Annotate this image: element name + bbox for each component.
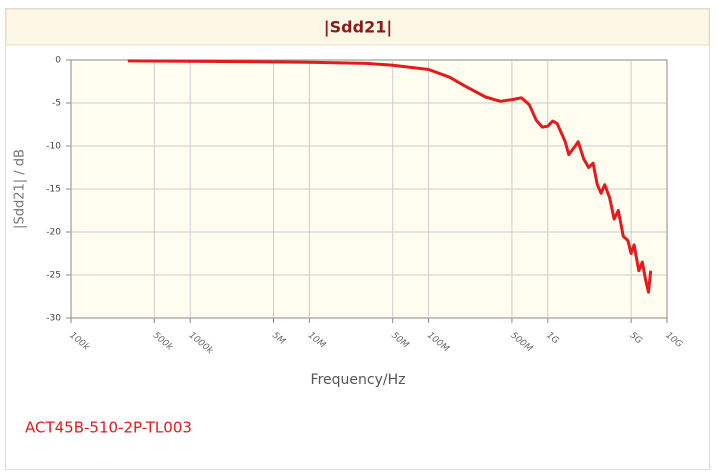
x-axis-label: Frequency/Hz: [311, 372, 406, 388]
chart-title: |Sdd21|: [324, 18, 392, 38]
y-tick-label: -5: [52, 99, 61, 109]
y-tick-label: -10: [46, 142, 61, 152]
y-tick-label: -15: [46, 185, 61, 195]
series-line: [127, 59, 653, 294]
y-axis-label: |Sdd21| / dB: [13, 149, 28, 229]
y-tick-label: -25: [46, 271, 61, 281]
header: [5, 8, 710, 46]
legend-entry: ACT45B-510-2P-TL003: [25, 419, 192, 437]
y-tick-label: 0: [55, 56, 61, 66]
y-tick-label: -30: [46, 314, 61, 324]
y-tick-label: -20: [46, 228, 61, 238]
